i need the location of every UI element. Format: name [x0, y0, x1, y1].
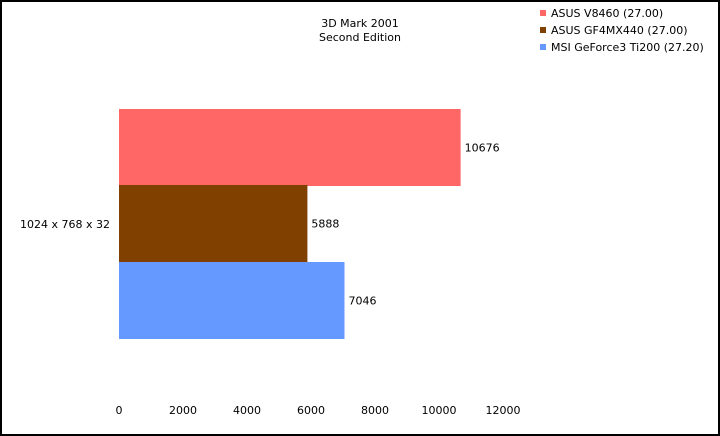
- x-tick-label: 2000: [169, 404, 197, 417]
- legend: ASUS V8460 (27.00) ASUS GF4MX440 (27.00) M…: [540, 7, 704, 54]
- x-tick-label: 4000: [233, 404, 261, 417]
- bar-value-label: 10676: [465, 142, 500, 155]
- legend-swatch: [540, 27, 546, 33]
- legend-label: ASUS GF4MX440 (27.00): [551, 24, 687, 37]
- category-label: 1024 x 768 x 32: [20, 218, 110, 231]
- chart-title: 3D Mark 2001: [321, 17, 399, 30]
- category-labels: 1024 x 768 x 32: [20, 218, 110, 231]
- x-axis-tick-labels: 0 2000 4000 6000 8000 10000 12000: [116, 404, 521, 417]
- legend-label: ASUS V8460 (27.00): [551, 7, 663, 20]
- bar: [119, 185, 308, 262]
- x-tick-label: 0: [116, 404, 123, 417]
- x-tick-label: 6000: [297, 404, 325, 417]
- chart-subtitle: Second Edition: [319, 31, 401, 44]
- legend-label: MSI GeForce3 Ti200 (27.20): [551, 41, 704, 54]
- value-labels: 10676 5888 7046: [311, 142, 499, 308]
- legend-swatch: [540, 44, 546, 50]
- x-tick-label: 12000: [486, 404, 521, 417]
- x-tick-label: 8000: [361, 404, 389, 417]
- x-tick-label: 10000: [422, 404, 457, 417]
- bars: [119, 109, 461, 339]
- bar-value-label: 7046: [348, 295, 376, 308]
- legend-swatch: [540, 10, 546, 16]
- bar: [119, 262, 345, 339]
- bar-value-label: 5888: [311, 218, 339, 231]
- bar: [119, 109, 461, 186]
